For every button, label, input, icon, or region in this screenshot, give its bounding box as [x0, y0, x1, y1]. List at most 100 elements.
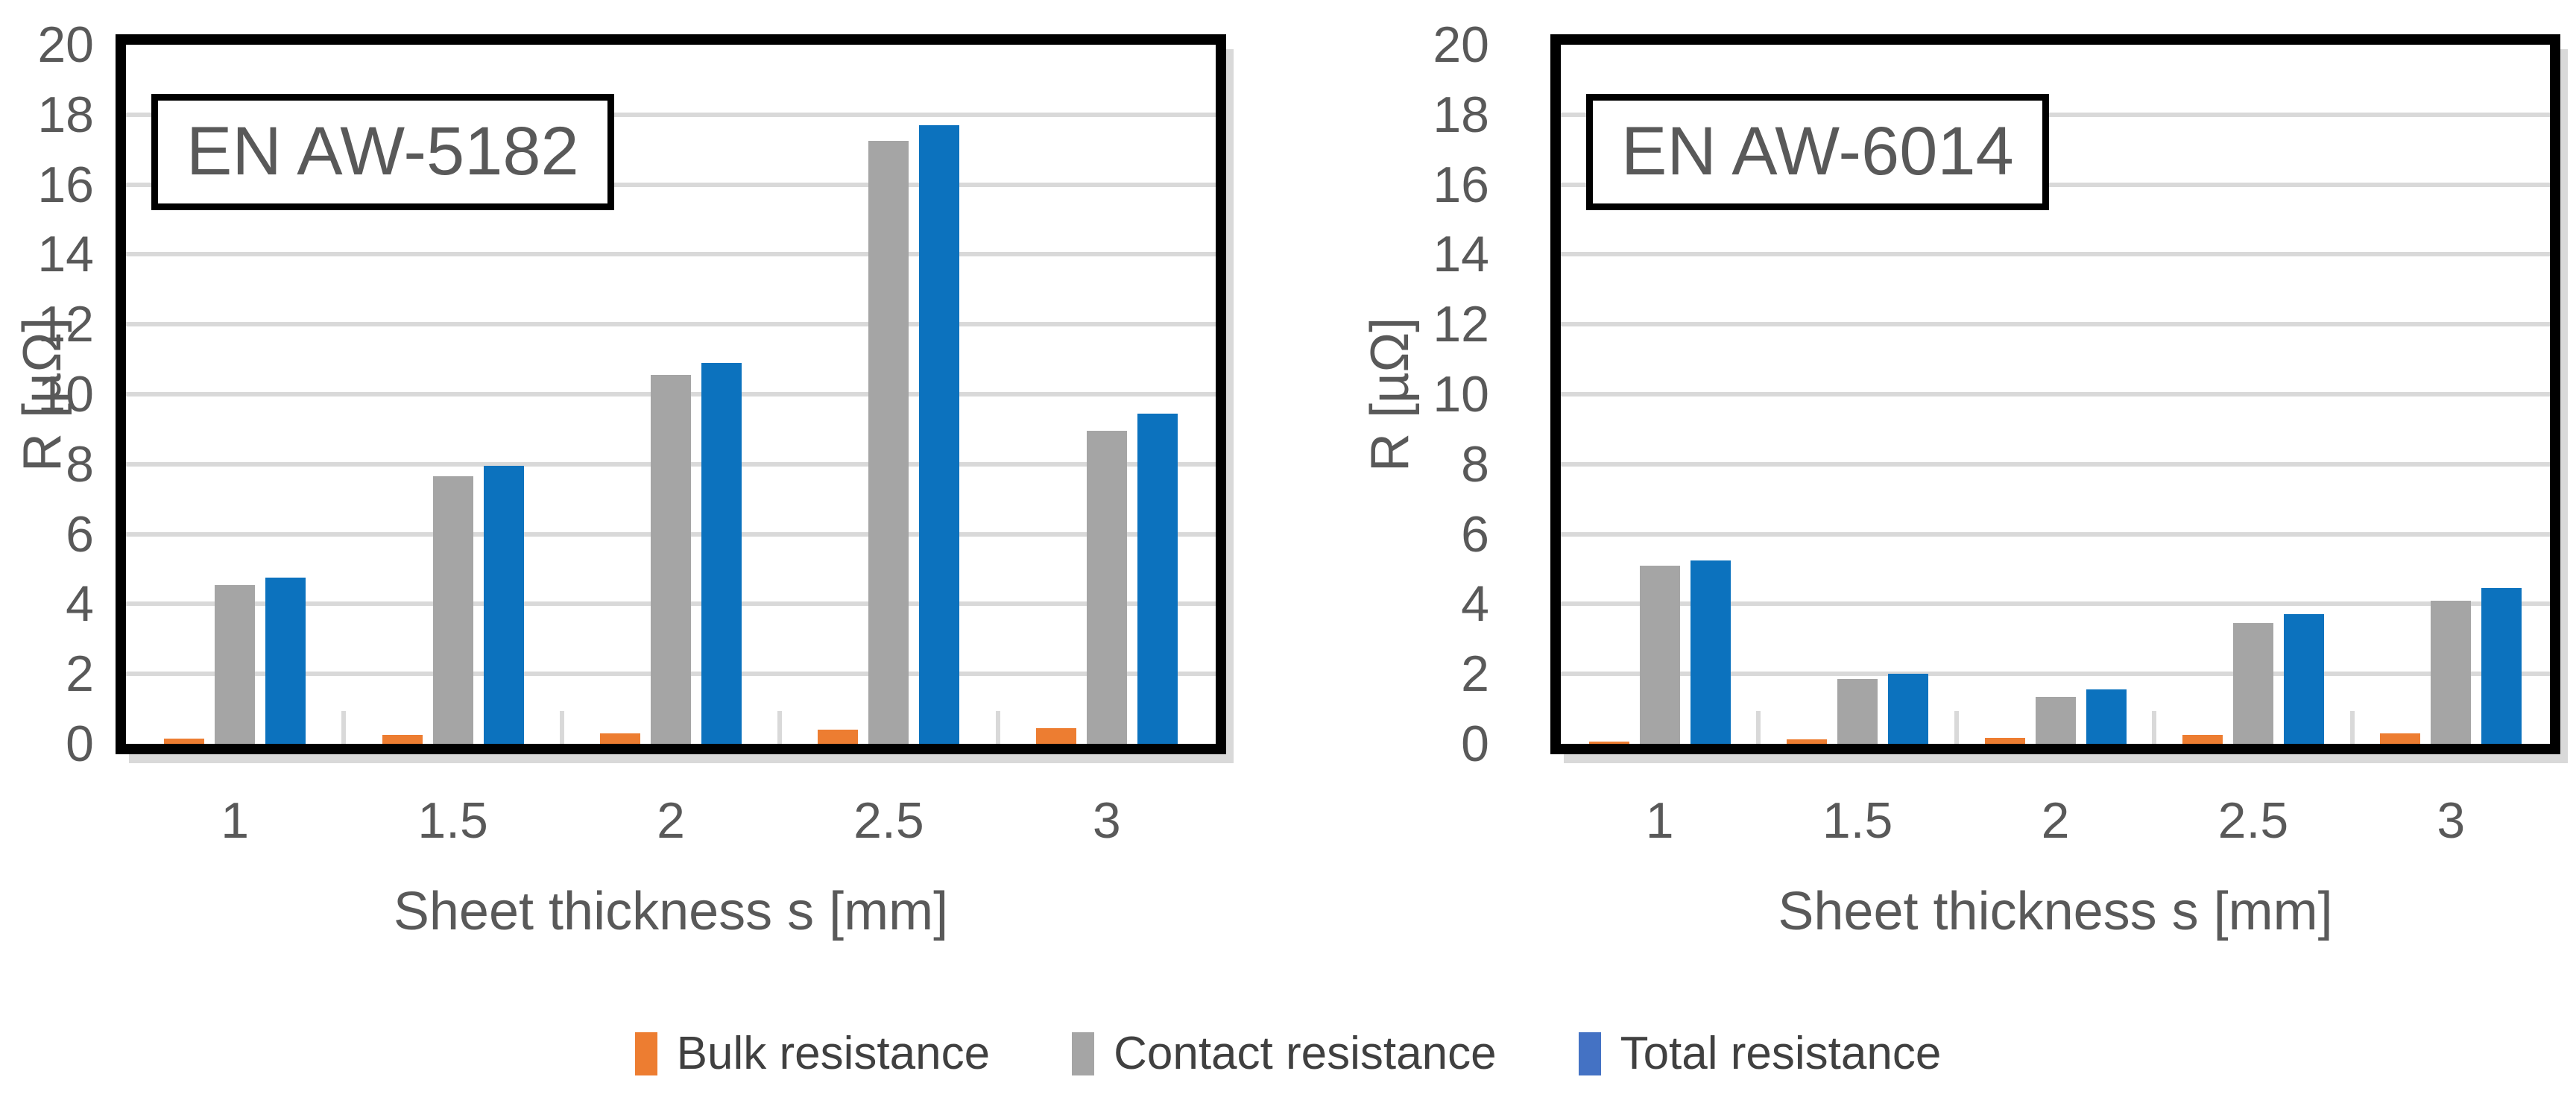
bulk-resistance-bar: [1787, 739, 1828, 744]
y-axis-title: R [µΩ]: [1360, 317, 1420, 472]
contact-resistance-bar: [868, 140, 909, 744]
bulk-resistance-bar: [1984, 738, 2025, 744]
y-axis-tick-labels: 20 18 16 14 12 10 8 6 4 2 0: [0, 16, 104, 772]
total-resistance-bar: [2481, 588, 2522, 744]
contact-resistance-bar: [215, 584, 256, 744]
total-resistance-bar: [1888, 674, 1929, 744]
x-tick-label: 2: [657, 792, 685, 849]
y-tick-label: 20: [37, 16, 94, 73]
gridline: [126, 392, 1216, 397]
gridline: [126, 322, 1216, 327]
x-tick-mark: [995, 711, 1000, 744]
legend: Bulk resistance Contact resistance Total r…: [0, 1027, 2576, 1080]
legend-label: Bulk resistance: [676, 1028, 991, 1079]
y-axis-tick-labels: 20 18 16 14 12 10 8 6 4 2 0: [1395, 16, 1500, 772]
legend-label: Total resistance: [1620, 1028, 1942, 1079]
y-tick-label: 18: [1433, 86, 1489, 143]
y-tick-label: 6: [66, 505, 94, 563]
bulk-resistance-bar: [164, 738, 205, 744]
y-tick-label: 0: [1461, 715, 1489, 772]
contact-resistance-bar: [2232, 623, 2273, 744]
legend-item-contact-resistance: Contact resistance: [1072, 1027, 1497, 1080]
contact-resistance-bar: [1086, 431, 1127, 744]
x-tick-label: 1.5: [1822, 792, 1893, 849]
gridline: [126, 601, 1216, 607]
x-tick-label: 2.5: [2217, 792, 2289, 849]
bulk-resistance-bar: [2380, 733, 2421, 744]
x-tick-mark: [341, 711, 347, 744]
bulk-resistance-bar: [382, 735, 423, 744]
gridline: [126, 461, 1216, 467]
x-tick-mark: [777, 711, 783, 744]
gridline: [126, 112, 1216, 117]
y-tick-label: 14: [37, 226, 94, 283]
total-resistance-bar: [1137, 413, 1178, 744]
total-resistance-bar: [483, 466, 524, 744]
bulk-resistance-bar: [818, 730, 859, 744]
y-tick-label: 8: [66, 435, 94, 493]
chart-title: EN AW-5182: [186, 113, 579, 189]
contact-resistance-bar: [1837, 679, 1878, 744]
gridline: [1561, 461, 2550, 467]
bulk-resistance-swatch-icon: [634, 1032, 657, 1075]
total-resistance-swatch-icon: [1578, 1032, 1601, 1075]
contact-resistance-bar: [651, 375, 691, 744]
y-tick-label: 4: [66, 575, 94, 633]
y-tick-label: 2: [66, 645, 94, 703]
bulk-resistance-bar: [600, 733, 640, 744]
plot-area: EN AW-6014: [1550, 34, 2560, 754]
gridline: [126, 531, 1216, 537]
x-axis-title: Sheet thickness s [mm]: [1778, 882, 2333, 941]
gridline: [1561, 182, 2550, 187]
gridline: [126, 252, 1216, 257]
y-tick-label: 10: [1433, 366, 1489, 423]
y-tick-label: 18: [37, 86, 94, 143]
x-tick-mark: [2152, 711, 2157, 744]
total-resistance-bar: [265, 578, 306, 744]
y-tick-label: 16: [37, 156, 94, 213]
x-tick-mark: [1954, 711, 1959, 744]
bulk-resistance-bar: [1588, 741, 1629, 744]
legend-item-total-resistance: Total resistance: [1578, 1027, 1942, 1080]
legend-label: Contact resistance: [1114, 1028, 1497, 1079]
y-tick-label: 12: [37, 296, 94, 353]
y-tick-label: 4: [1461, 575, 1489, 633]
x-tick-mark: [1756, 711, 1761, 744]
contact-resistance-swatch-icon: [1072, 1032, 1095, 1075]
total-resistance-bar: [919, 124, 960, 744]
chart-title: EN AW-6014: [1621, 113, 2014, 189]
y-tick-label: 2: [1461, 645, 1489, 703]
y-tick-label: 16: [1433, 156, 1489, 213]
y-tick-label: 14: [1433, 226, 1489, 283]
x-tick-label: 1: [1645, 792, 1674, 849]
chart-title-box: EN AW-5182: [151, 94, 614, 210]
gridline: [1561, 112, 2550, 117]
gridline: [1561, 672, 2550, 677]
contact-resistance-bar: [2035, 696, 2076, 744]
y-tick-label: 20: [1433, 16, 1489, 73]
gridline: [126, 672, 1216, 677]
gridline: [1561, 601, 2550, 607]
x-tick-label: 3: [2437, 792, 2466, 849]
y-axis-title: R [µΩ]: [13, 317, 72, 472]
x-tick-mark: [2349, 711, 2355, 744]
contact-resistance-bar: [1639, 565, 1680, 744]
gridline: [1561, 322, 2550, 327]
x-tick-label: 2: [2041, 792, 2070, 849]
x-axis-tick-labels: 1 1.5 2 2.5 3: [1561, 792, 2550, 850]
contact-resistance-bar: [2431, 600, 2472, 744]
chart-title-box: EN AW-6014: [1586, 94, 2049, 210]
x-tick-label: 1: [221, 792, 250, 849]
x-tick-label: 2.5: [853, 792, 924, 849]
gridline: [126, 182, 1216, 187]
y-tick-label: 8: [1461, 435, 1489, 493]
bulk-resistance-bar: [1035, 727, 1076, 744]
gridline: [1561, 531, 2550, 537]
total-resistance-bar: [2086, 689, 2127, 744]
total-resistance-bar: [1690, 560, 1731, 744]
total-resistance-bar: [701, 362, 742, 744]
y-tick-label: 12: [1433, 296, 1489, 353]
contact-resistance-bar: [432, 476, 473, 744]
